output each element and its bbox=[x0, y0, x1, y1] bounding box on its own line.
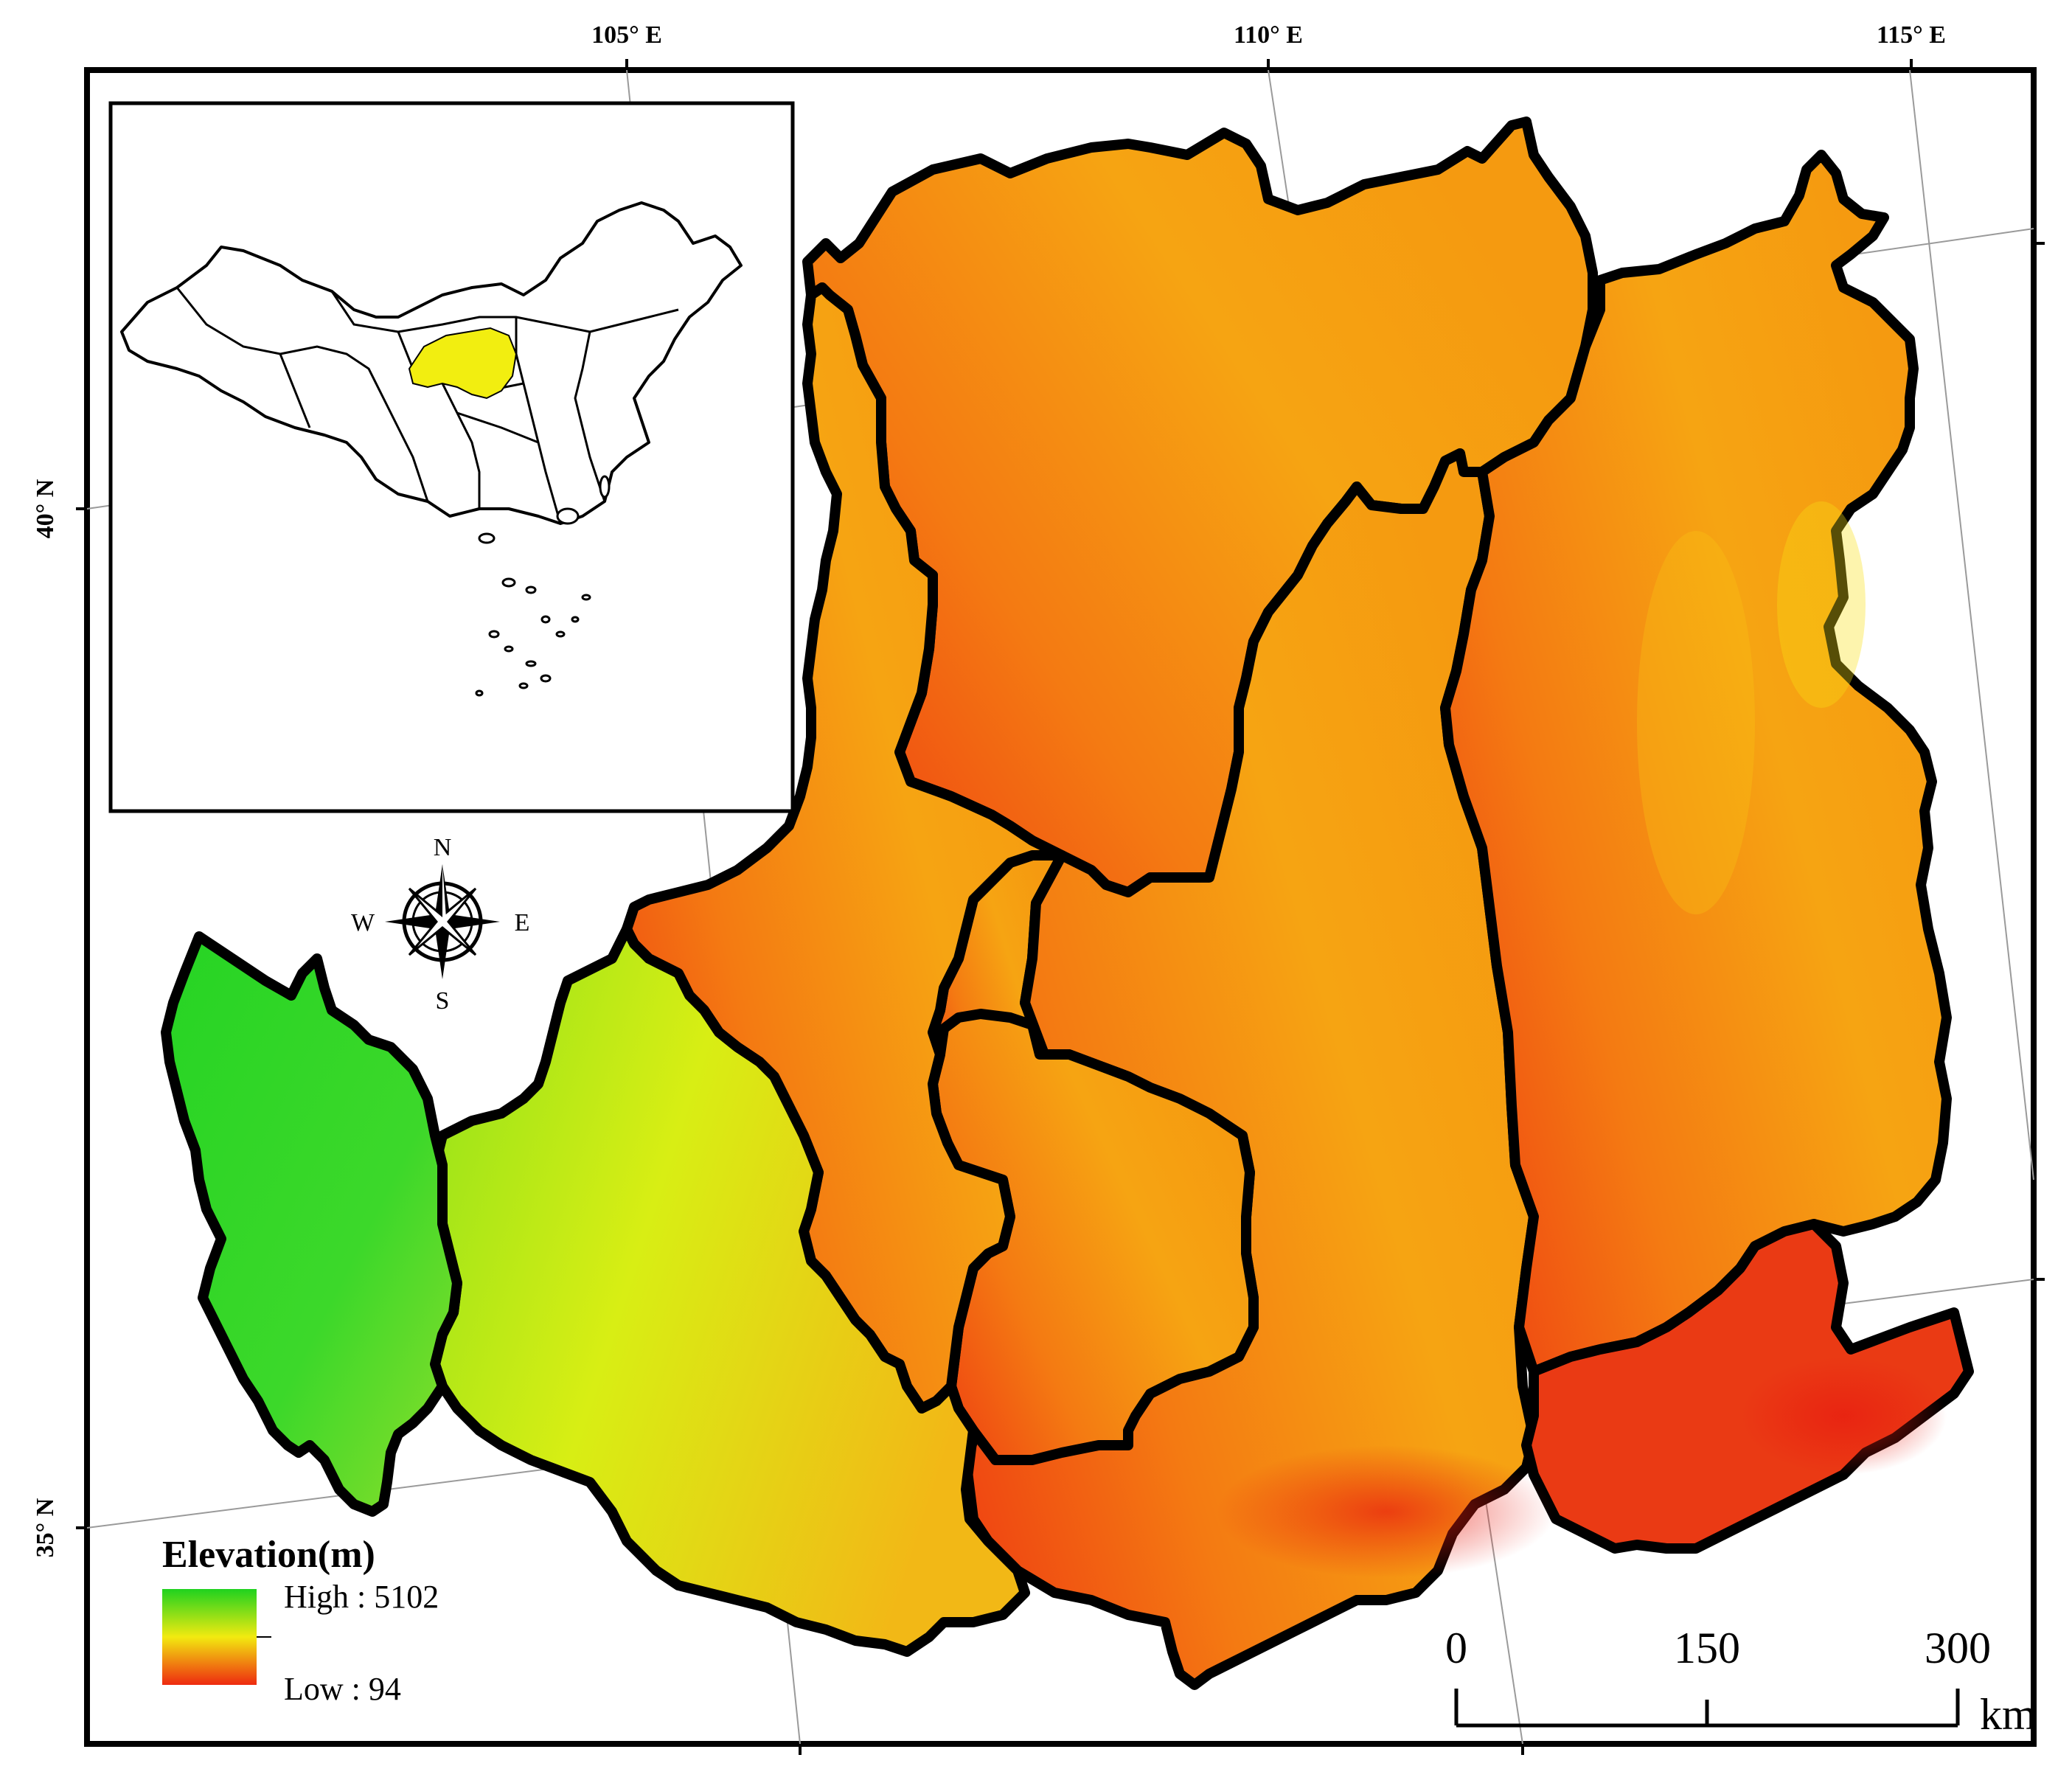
region-henan bbox=[1521, 1219, 1974, 1554]
compass-west: W bbox=[351, 909, 375, 936]
lon-label-110: 110° E bbox=[1234, 21, 1303, 49]
legend-low-label: Low : 94 bbox=[284, 1671, 401, 1707]
lowland-hint-fenwei bbox=[1217, 1445, 1556, 1578]
study-area bbox=[161, 117, 1974, 1690]
legend-high-label: High : 5102 bbox=[284, 1579, 439, 1615]
region-shanxi bbox=[1440, 150, 1952, 1377]
compass-north: N bbox=[434, 834, 452, 861]
lat-label-35: 35° N bbox=[32, 1498, 59, 1557]
inset-map bbox=[108, 101, 795, 813]
map-frame bbox=[84, 67, 2037, 1747]
highland-hint-shanxi bbox=[1637, 531, 1755, 914]
lowland-hint-henan bbox=[1740, 1357, 1947, 1475]
highland-hint-wutai bbox=[1777, 501, 1866, 708]
compass-south: S bbox=[436, 987, 450, 1015]
lat-label-40: 40° N bbox=[32, 479, 59, 538]
compass-star-highlight bbox=[442, 864, 446, 922]
graticule-ticks bbox=[76, 59, 2045, 1755]
scale-bar: 0 150 300 km bbox=[1445, 1624, 2037, 1739]
scale-label-300: 300 bbox=[1925, 1624, 1991, 1672]
legend: Elevation(m) High : 5102 Low : 94 bbox=[162, 1534, 439, 1707]
lon-label-115: 115° E bbox=[1877, 21, 1946, 49]
compass-east: E bbox=[515, 909, 530, 936]
north-arrow: N S E W bbox=[351, 834, 529, 1015]
lon-label-105: 105° E bbox=[591, 21, 662, 49]
inset-study-area bbox=[408, 327, 518, 400]
inset-islands bbox=[475, 475, 611, 697]
legend-title: Elevation(m) bbox=[162, 1534, 375, 1576]
legend-color-ramp bbox=[162, 1589, 257, 1685]
scale-unit: km bbox=[1980, 1690, 2037, 1739]
scale-label-150: 150 bbox=[1674, 1624, 1740, 1672]
scale-label-0: 0 bbox=[1445, 1624, 1467, 1672]
region-qinghai bbox=[161, 931, 462, 1517]
